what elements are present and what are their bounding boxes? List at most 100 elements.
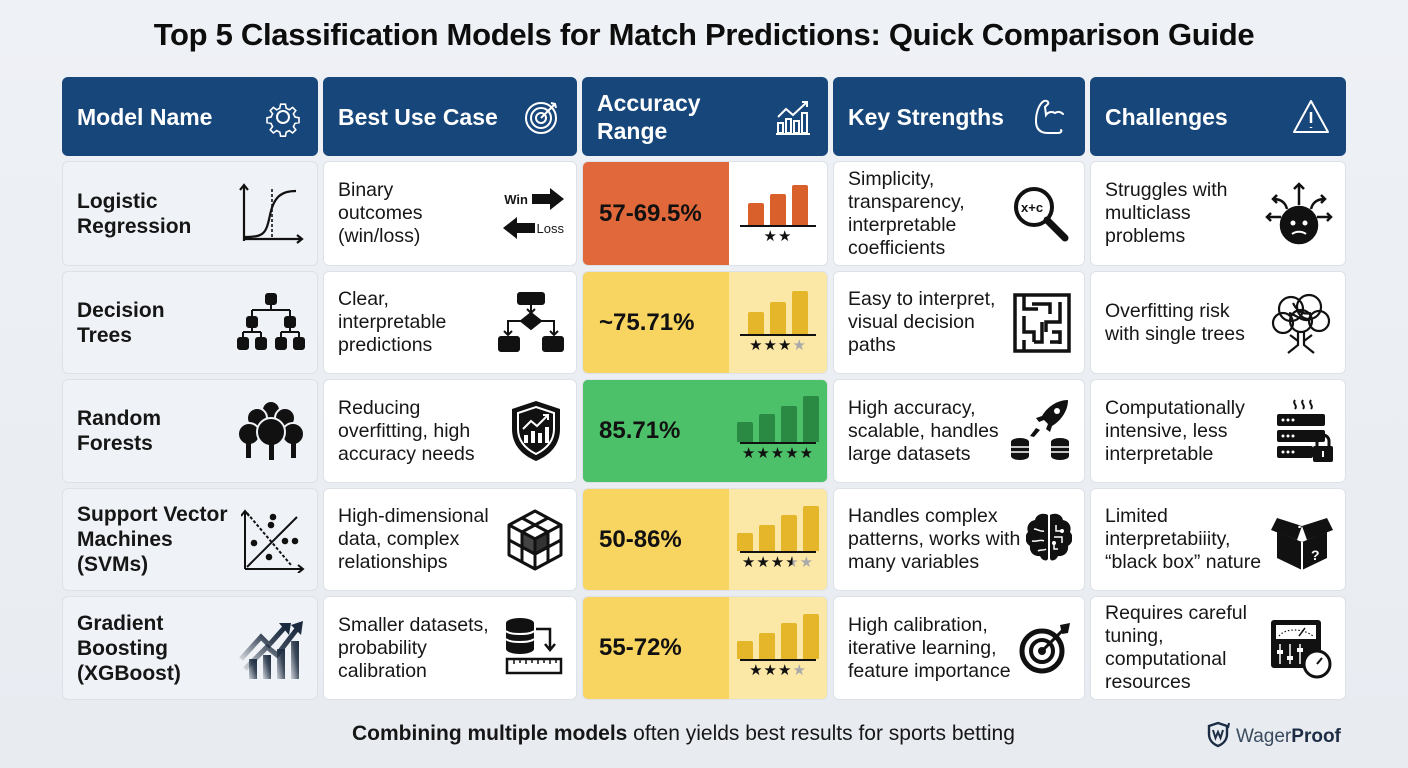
accuracy-cell-logistic-regression: 57-69.5% ★★	[582, 161, 828, 266]
model-name: Support Vector Machines (SVMs)	[77, 503, 228, 576]
bar-chart-trend-icon	[772, 96, 814, 138]
page-title: Top 5 Classification Models for Match Pr…	[153, 17, 1255, 52]
bar-chart-icon	[744, 183, 812, 225]
shield-chart-icon	[508, 399, 564, 463]
accuracy-value: 57-69.5%	[583, 162, 729, 265]
rising-arrows-bars-icon	[239, 615, 305, 681]
strengths-text: Simplicity, transparency, interpretable …	[848, 167, 965, 259]
accuracy-cell-gradient-boosting: 55-72% ★★★★	[582, 596, 828, 700]
star-rating: ★★★★★	[741, 553, 815, 571]
svm-scatter-icon	[241, 507, 305, 573]
bar-chart-icon	[733, 614, 823, 659]
use-case-text: Binary outcomes (win/loss)	[338, 179, 423, 247]
warning-triangle-icon	[1290, 96, 1332, 138]
use-case-text: High-dimensional data, complex relations…	[338, 505, 489, 573]
win-label: Win	[504, 191, 528, 207]
shield-w-logo-icon	[1206, 720, 1232, 754]
model-cell-logistic-regression: Logistic Regression	[62, 161, 318, 266]
use-case-cell-gradient-boosting: Smaller datasets, probability calibratio…	[323, 596, 577, 700]
comparison-table: Model Name Best Use Case Accuracy Range	[62, 77, 1346, 700]
header-label: Best Use Case	[338, 103, 498, 130]
strengths-text: High calibration, iterative learning, fe…	[848, 613, 1011, 682]
brand-name-part2: Proof	[1291, 726, 1341, 747]
header-accuracy-range: Accuracy Range	[582, 77, 828, 156]
tangled-tree-icon	[1269, 291, 1333, 355]
flexed-bicep-icon	[1029, 96, 1071, 138]
challenges-text: Limited interpretabiiity, “black box” na…	[1105, 505, 1262, 573]
star-rating: ★★★★	[749, 662, 807, 679]
header-label: Model Name	[77, 103, 213, 130]
accuracy-cell-random-forests: 85.71% ★★★★★	[582, 379, 828, 483]
model-name: Logistic Regression	[77, 189, 192, 238]
accuracy-value: 55-72%	[583, 597, 729, 699]
bar-chart-icon	[733, 396, 823, 442]
star-rating: ★★★★	[749, 336, 807, 354]
strengths-text: Handles complex patterns, works with man…	[848, 505, 1021, 573]
use-case-cell-random-forests: Reducing overfitting, high accuracy need…	[323, 379, 577, 483]
accuracy-rating-chart: ★★★★	[729, 272, 827, 373]
svg-text:?: ?	[1311, 547, 1320, 563]
accuracy-cell-decision-trees: ~75.71% ★★★★	[582, 271, 828, 374]
footer-tagline: Combining multiple models often yields b…	[352, 722, 1015, 746]
strengths-text: Easy to interpret, visual decision paths	[848, 288, 996, 356]
model-cell-gradient-boosting: Gradient Boosting (XGBoost)	[62, 596, 318, 700]
flowchart-icon	[498, 291, 564, 355]
strengths-cell-decision-trees: Easy to interpret, visual decision paths	[833, 271, 1085, 374]
header-model-name: Model Name	[62, 77, 318, 156]
header-key-strengths: Key Strengths	[833, 77, 1085, 156]
bar-chart-icon	[733, 505, 823, 551]
challenges-text: Struggles with multiclass problems	[1105, 179, 1228, 247]
use-case-cell-logistic-regression: Binary outcomes (win/loss) Win Loss	[323, 161, 577, 266]
magnifier-formula-icon: x+c	[1010, 183, 1072, 245]
brain-circuit-icon	[1026, 511, 1072, 569]
database-ruler-icon	[504, 617, 564, 679]
header-best-use-case: Best Use Case	[323, 77, 577, 156]
brand-logo: Wager Proof	[1206, 720, 1341, 754]
forest-icon	[237, 400, 305, 462]
use-case-cell-decision-trees: Clear, interpretable predictions	[323, 271, 577, 374]
confused-face-arrows-icon	[1265, 181, 1333, 247]
accuracy-rating-chart: ★★★★★	[729, 489, 827, 590]
bar-chart-icon	[744, 290, 812, 334]
rocket-coins-icon	[1010, 398, 1072, 464]
cube-icon	[506, 509, 564, 571]
challenges-text: Computationally intensive, less interpre…	[1105, 396, 1245, 465]
footer-bold-text: Combining multiple models	[352, 722, 628, 745]
loss-label: Loss	[536, 220, 564, 236]
strengths-cell-gradient-boosting: High calibration, iterative learning, fe…	[833, 596, 1085, 700]
strengths-cell-random-forests: High accuracy, scalable, handles large d…	[833, 379, 1085, 483]
target-icon	[521, 96, 563, 138]
challenges-text: Overfitting risk with single trees	[1105, 299, 1245, 345]
bullseye-arrow-icon	[1018, 621, 1072, 675]
sigmoid-curve-icon	[239, 181, 305, 247]
header-label: Challenges	[1105, 103, 1228, 130]
use-case-text: Smaller datasets, probability calibratio…	[338, 613, 489, 682]
tree-hierarchy-icon	[237, 292, 305, 354]
control-panel-stopwatch-icon	[1269, 616, 1333, 680]
strengths-cell-logistic-regression: Simplicity, transparency, interpretable …	[833, 161, 1085, 266]
strengths-cell-svms: Handles complex patterns, works with man…	[833, 488, 1085, 591]
accuracy-value: 50-86%	[583, 489, 729, 590]
model-name: Random Forests	[77, 407, 161, 455]
accuracy-value: ~75.71%	[583, 272, 729, 373]
mystery-box-icon: ? ?	[1271, 508, 1333, 572]
header-label: Accuracy Range	[597, 89, 701, 144]
challenges-cell-logistic-regression: Struggles with multiclass problems	[1090, 161, 1346, 266]
strengths-text: High accuracy, scalable, handles large d…	[848, 396, 999, 465]
win-loss-arrows-icon: Win Loss	[502, 188, 564, 240]
svg-text:x+c: x+c	[1021, 200, 1043, 215]
star-rating: ★★★★★	[741, 445, 815, 462]
accuracy-value: 85.71%	[583, 380, 729, 482]
use-case-text: Reducing overfitting, high accuracy need…	[338, 396, 475, 465]
footer-text: often yields best results for sports bet…	[627, 722, 1015, 745]
accuracy-rating-chart: ★★★★★	[729, 380, 827, 482]
header-challenges: Challenges	[1090, 77, 1346, 156]
challenges-cell-svms: Limited interpretabiiity, “black box” na…	[1090, 488, 1346, 591]
challenges-text: Requires careful tuning, computational r…	[1105, 602, 1247, 693]
model-cell-svms: Support Vector Machines (SVMs)	[62, 488, 318, 591]
model-cell-random-forests: Random Forests	[62, 379, 318, 483]
header-label: Key Strengths	[848, 103, 1004, 130]
gear-icon	[262, 96, 304, 138]
challenges-cell-gradient-boosting: Requires careful tuning, computational r…	[1090, 596, 1346, 700]
